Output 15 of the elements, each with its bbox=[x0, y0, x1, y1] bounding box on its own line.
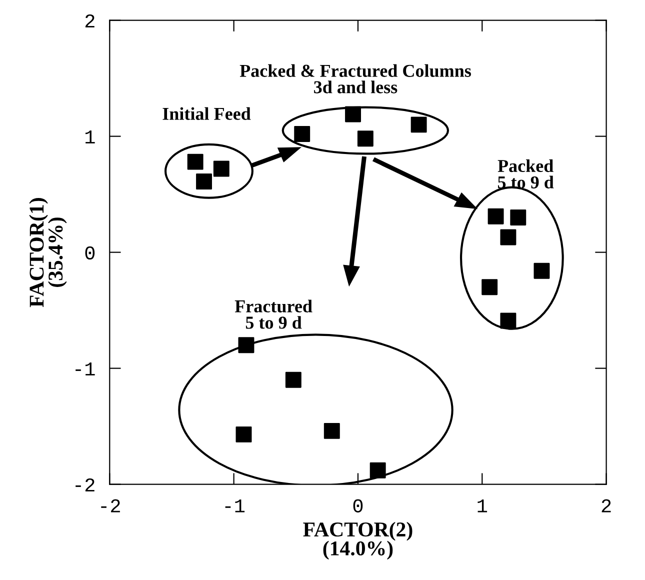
annotation: Initial Feed bbox=[162, 107, 251, 120]
x-tick-label: 0 bbox=[353, 499, 363, 512]
annotation: Packed & Fractured Columns 3d and less bbox=[240, 64, 471, 94]
x-tick-label: 2 bbox=[602, 499, 611, 512]
annotation: Fractured 5 to 9 d bbox=[234, 300, 312, 329]
y-tick-label: 1 bbox=[86, 130, 95, 144]
x-tick-label: 1 bbox=[478, 499, 488, 512]
y-tick-label: 2 bbox=[85, 14, 94, 28]
x-axis-title: FACTOR(2) (14.0%) bbox=[303, 522, 412, 560]
y-tick-label: -1 bbox=[76, 362, 95, 376]
x-tick-label: -2 bbox=[101, 499, 120, 512]
x-tick-label: -1 bbox=[225, 499, 245, 512]
y-axis-title: FACTOR(1) (35.4%) bbox=[29, 198, 67, 308]
y-tick-label: 0 bbox=[85, 246, 95, 260]
y-tick-label: -2 bbox=[76, 478, 94, 492]
